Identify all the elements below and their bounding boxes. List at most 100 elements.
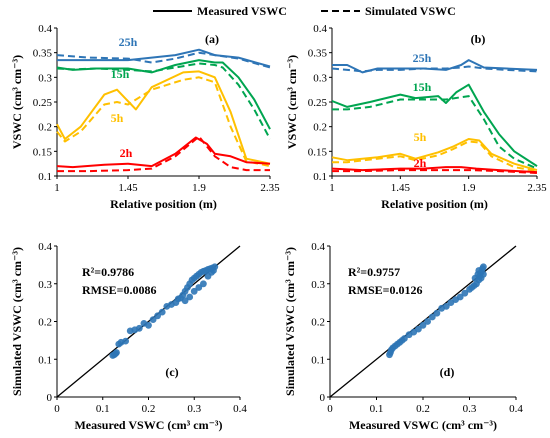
rmse-label: RMSE=0.0126 <box>348 283 423 297</box>
series-label-2h: 2h <box>414 156 427 170</box>
scatter-point <box>468 284 476 291</box>
series-line-measured-5h <box>331 138 538 172</box>
one-to-one-line <box>329 245 517 398</box>
scatter-point <box>433 309 441 317</box>
scatter-chart-d: 0 0.1 0.2 0.3 0.4 0 0.1 0.2 0.3 0.4 Measured VSWC … <box>283 241 523 432</box>
panel-label: (b) <box>471 32 486 46</box>
scatter-chart-c: 0 0.1 0.2 0.3 0.4 0 0.1 0.2 0.3 0.4 Measured VSWC … <box>10 241 247 432</box>
scatter-point <box>186 293 194 301</box>
y-tick-label: 0.2 <box>38 317 52 329</box>
x-tick-label: 0.1 <box>370 403 384 415</box>
scatter-point <box>428 313 436 321</box>
y-tick-label: 0.1 <box>311 354 325 366</box>
series-line-measured-2h <box>56 136 271 169</box>
series-line-simulated-2h <box>57 135 270 173</box>
series-line-simulated-5h <box>56 76 271 168</box>
legend-measured-label: Measured VSWC <box>197 4 287 18</box>
r-squared-label: R²=0.9757 <box>348 265 400 279</box>
x-axis-title: Measured VSWC (cm³ cm⁻³) <box>349 418 497 432</box>
y-tick-label: 0.3 <box>38 72 52 84</box>
x-tick-label: 1 <box>329 182 335 194</box>
scatter-point <box>480 270 487 278</box>
panel-label: (d) <box>440 365 455 379</box>
scatter-point <box>145 321 152 329</box>
series-label-25h: 25h <box>413 51 432 65</box>
y-tick-label: 0.35 <box>308 48 328 60</box>
line-chart-a: 0.1 0.15 0.2 0.25 0.3 0.35 0.4 1 1.45 1.9 2.35 Rela… <box>10 23 280 211</box>
y-tick-label: 0.4 <box>38 241 52 253</box>
scatter-point <box>135 324 143 332</box>
scatter-point <box>456 293 464 301</box>
series-label-15h: 15h <box>413 80 432 94</box>
series-line-measured-15h <box>56 59 271 130</box>
x-tick-label: 1 <box>54 182 60 194</box>
scatter-point <box>419 321 427 329</box>
x-tick-label: 1.45 <box>118 182 138 194</box>
x-axis-title: Relative position (m) <box>110 197 217 211</box>
y-axis-title: Simulated VSWC (cm³ cm⁻³) <box>10 247 24 396</box>
y-tick-label: 0.35 <box>33 48 53 60</box>
series-line-measured-25h <box>57 48 271 68</box>
y-axis-title: VSWC (cm³ cm⁻³) <box>10 55 24 149</box>
y-tick-label: 0.2 <box>313 122 327 134</box>
series-line-measured-2h <box>331 166 538 174</box>
x-axis-title: Relative position (m) <box>381 197 488 211</box>
y-axis-title: Simulated VSWC (cm³ cm⁻³) <box>283 247 297 396</box>
y-tick-label: 0 <box>320 392 326 404</box>
scatter-point <box>200 280 207 288</box>
scatter-point <box>210 267 217 274</box>
x-tick-label: 0.3 <box>463 403 477 415</box>
x-tick-label: 1.9 <box>462 182 476 194</box>
scatter-point <box>122 337 129 345</box>
series-label-2h: 2h <box>120 146 133 160</box>
x-tick-label: 0.4 <box>233 403 247 415</box>
y-tick-label: 0.4 <box>38 23 52 35</box>
series-line-simulated-25h <box>331 65 538 73</box>
scatter-point <box>471 274 479 282</box>
x-tick-label: 2.35 <box>527 182 547 194</box>
series-line-measured-25h <box>332 59 538 74</box>
x-tick-label: 0.2 <box>416 403 430 415</box>
series-line-simulated-25h <box>56 51 271 69</box>
rmse-label: RMSE=0.0086 <box>82 283 157 297</box>
y-tick-label: 0.3 <box>313 72 327 84</box>
y-tick-label: 0.1 <box>313 171 327 183</box>
scatter-point <box>158 308 166 316</box>
x-tick-label: 1.45 <box>391 182 411 194</box>
scatter-point <box>480 263 487 271</box>
series-line-simulated-2h <box>332 169 538 174</box>
y-tick-label: 0 <box>47 392 53 404</box>
y-tick-label: 0.3 <box>38 279 52 291</box>
y-tick-label: 0.25 <box>308 97 328 109</box>
scatter-point <box>149 316 157 323</box>
series-label-5h: 5h <box>414 130 427 144</box>
series-line-simulated-15h <box>332 95 538 170</box>
legend: Measured VSWC Simulated VSWC <box>153 4 456 18</box>
y-tick-label: 0.1 <box>38 171 52 183</box>
y-tick-label: 0.2 <box>38 122 52 134</box>
x-tick-label: 0.4 <box>509 403 523 415</box>
x-tick-label: 0 <box>327 403 333 415</box>
line-chart-b: 0.1 0.15 0.2 0.25 0.3 0.35 0.4 1 1.45 1.9 2.35 Rela… <box>285 23 547 211</box>
y-tick-label: 0.25 <box>33 97 53 109</box>
scatter-point <box>461 289 469 297</box>
y-tick-label: 0.2 <box>311 317 325 329</box>
y-axis-title: VSWC (cm³ cm⁻³) <box>285 55 299 149</box>
scatter-point <box>190 287 198 295</box>
panel-label: (a) <box>205 32 219 46</box>
scatter-point <box>113 349 120 356</box>
series-line-simulated-5h <box>332 140 538 173</box>
x-axis-title: Measured VSWC (cm³ cm⁻³) <box>74 418 222 432</box>
y-tick-label: 0.4 <box>313 23 327 35</box>
y-tick-label: 0.15 <box>33 146 53 158</box>
x-tick-label: 0.2 <box>142 403 156 415</box>
series-label-25h: 25h <box>119 35 138 49</box>
y-tick-label: 0.4 <box>311 241 325 253</box>
scatter-point <box>154 312 162 320</box>
x-tick-label: 0.3 <box>187 403 201 415</box>
series-label-5h: 5h <box>111 111 124 125</box>
series-line-measured-15h <box>331 83 538 167</box>
y-tick-label: 0.3 <box>311 279 325 291</box>
scatter-point <box>401 335 408 342</box>
